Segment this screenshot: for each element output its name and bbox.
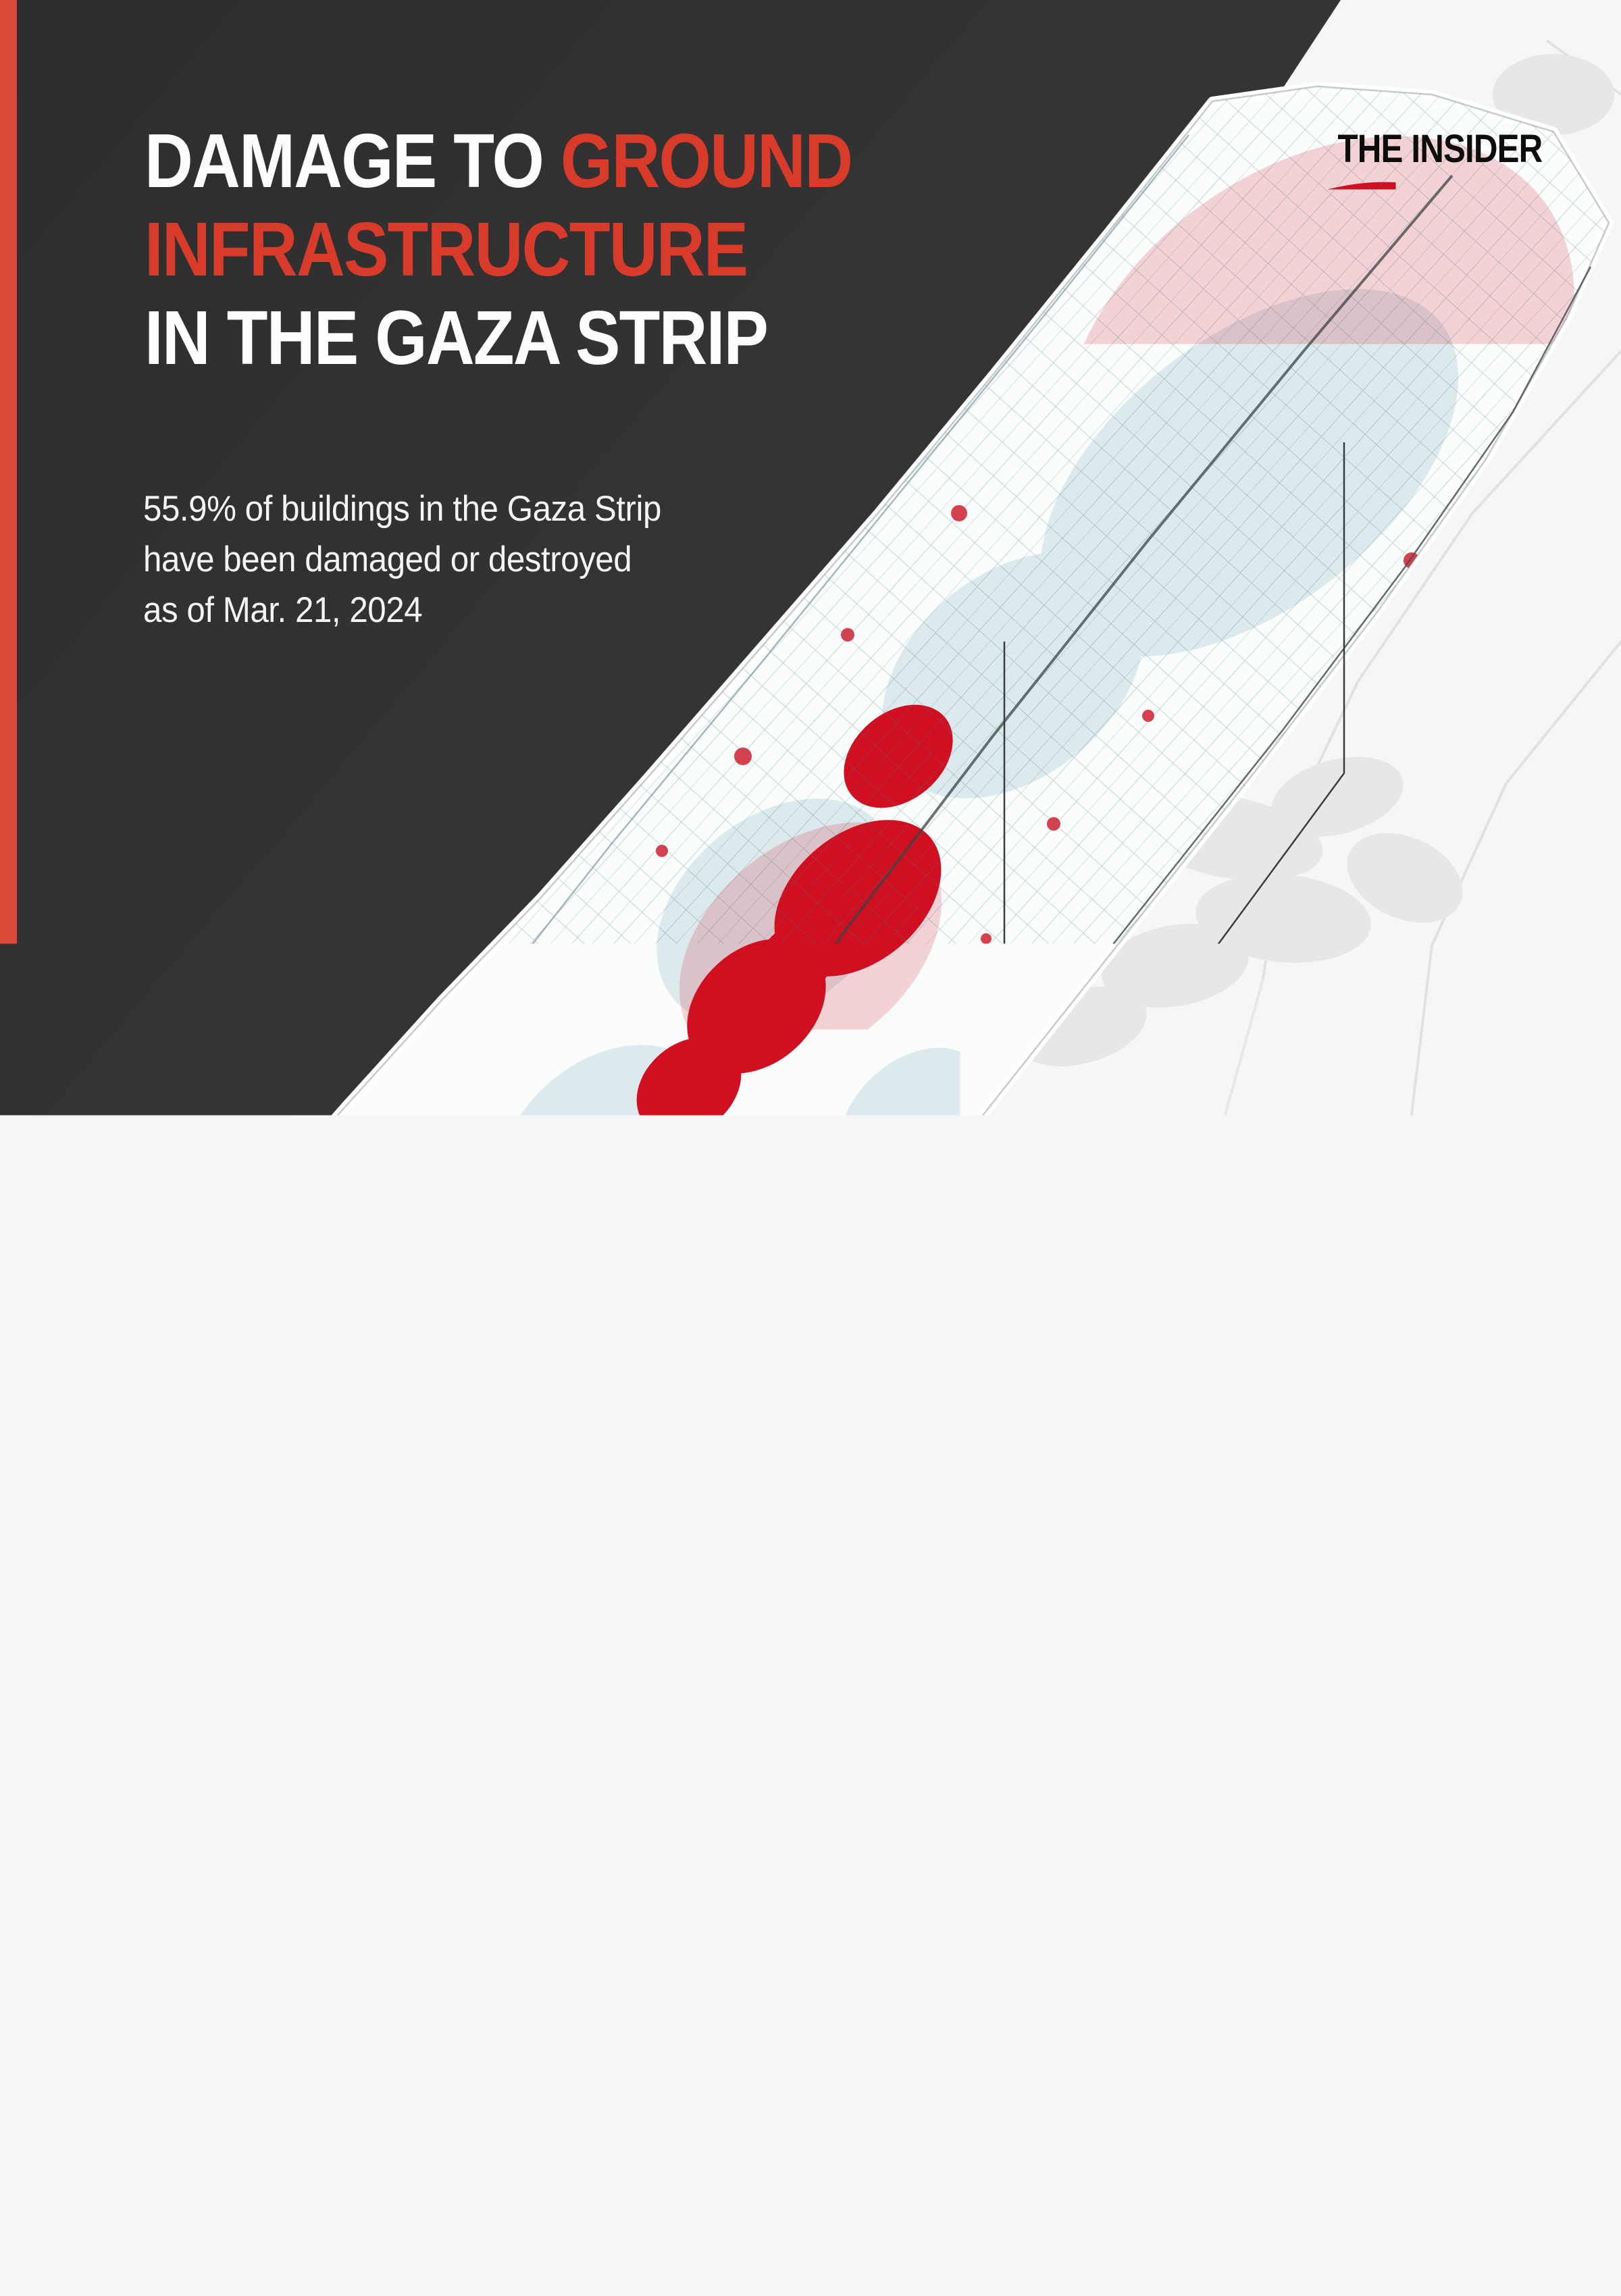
- brand-logo: THE INSIDER: [1337, 130, 1542, 169]
- infographic-page: DAMAGE TO GROUND INFRASTRUCTURE IN THE G…: [0, 0, 1621, 2296]
- accent-stripe: [0, 0, 17, 2266]
- region-label-rafah: Rafah — 31.5% (15,300) buildings: [1073, 1817, 1621, 1909]
- dash: —: [1252, 1349, 1289, 1390]
- dash: —: [1339, 1195, 1376, 1236]
- sources-line-3: Decentralized Damage Mapping Group: [427, 2143, 1123, 2193]
- region-label-gaza-city: Gaza City — 74.0% (45,800) buildings: [1073, 1347, 1621, 1438]
- sources-line-1: Sources: Corey Scher of CUNY Graduate Ce…: [427, 2045, 1123, 2094]
- subtitle-line-1: 55.9% of buildings in the Gaza Strip: [143, 484, 661, 534]
- subtitle-line-2: have been damaged or destroyed: [143, 534, 661, 585]
- title-line-2: INFRASTRUCTURE: [145, 205, 852, 294]
- dash: —: [1285, 1664, 1322, 1706]
- region-label-northern-gaza: Northern Gaza — 69.9% (32,000) buildings: [1073, 1193, 1621, 1284]
- title-line-1: DAMAGE TO GROUND: [145, 117, 852, 205]
- region-label-deir-al-balah: Deir al-Balah — 46.7% (23,200) buildings: [1073, 1503, 1621, 1595]
- title-line-3: IN THE GAZA STRIP: [145, 294, 852, 382]
- dash: —: [1186, 1819, 1223, 1861]
- sources-note: Sources: Corey Scher of CUNY Graduate Ce…: [427, 2045, 1123, 2193]
- dash: —: [1310, 1505, 1347, 1547]
- region-stats: 46.7% (23,200) buildings: [1073, 1549, 1621, 1595]
- sources-line-2: Jamon Van Den Hoek of Oregon State Unive…: [427, 2094, 1123, 2143]
- region-stats: 31.5% (15,300) buildings: [1073, 1863, 1621, 1909]
- region-stats: 69.9% (32,000) buildings: [1073, 1238, 1621, 1284]
- region-stats: 74.0% (45,800) buildings: [1073, 1392, 1621, 1438]
- region-label-khan-yunis: Khan Yunis — 54.4% (44,400) buildings: [1073, 1662, 1621, 1754]
- region-stats: 54.4% (44,400) buildings: [1073, 1708, 1621, 1754]
- subtitle: 55.9% of buildings in the Gaza Strip hav…: [143, 484, 661, 635]
- page-title: DAMAGE TO GROUND INFRASTRUCTURE IN THE G…: [145, 117, 852, 382]
- subtitle-line-3: as of Mar. 21, 2024: [143, 585, 661, 635]
